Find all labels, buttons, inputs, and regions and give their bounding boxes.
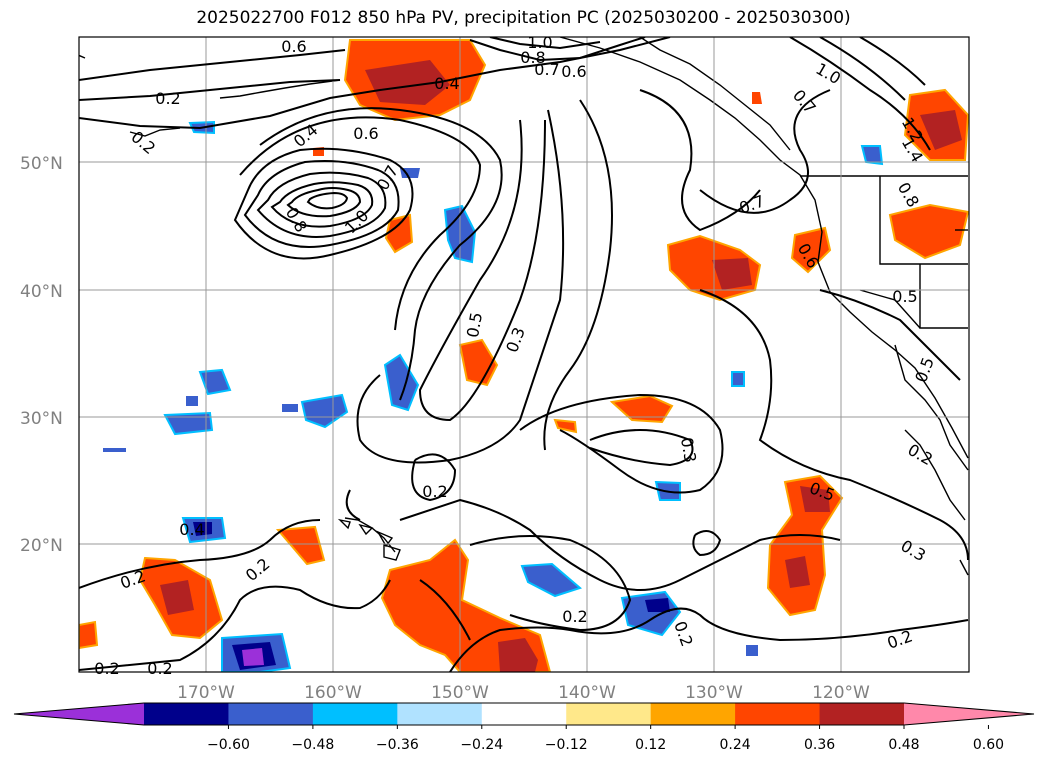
precip-blob <box>498 638 538 672</box>
colorbar-segment <box>735 703 821 725</box>
colorbar-segment <box>819 703 905 725</box>
precip-blob <box>103 448 126 452</box>
precip-blob <box>645 598 670 612</box>
contour-label: 0.2 <box>562 607 587 626</box>
precip-blob <box>920 110 962 150</box>
contour-label: 0.2 <box>422 482 447 501</box>
lon-axis-labels: 170°W 160°W 150°W 140°W 130°W 120°W <box>177 683 870 703</box>
contour-label: 0.5 <box>892 287 917 306</box>
contour-label: 0.5 <box>463 311 486 339</box>
colorbar-tick-label: −0.48 <box>291 737 334 753</box>
precip-blob <box>242 648 264 666</box>
contour-label: 0.8 <box>520 48 545 67</box>
colorbar-segment <box>312 703 398 725</box>
lat-label: 30°N <box>20 409 63 429</box>
lon-label: 160°W <box>304 683 362 703</box>
precip-blob <box>553 418 578 434</box>
precip-blob <box>79 620 99 650</box>
precip-blob <box>800 486 830 512</box>
colorbar-tick-label: −0.36 <box>376 737 419 753</box>
contour-label: 0.2 <box>155 89 180 108</box>
precip-blob <box>785 556 810 588</box>
lon-label: 170°W <box>177 683 235 703</box>
precip-blob <box>282 404 298 412</box>
precip-blob <box>712 258 752 290</box>
precip-blob <box>163 411 214 436</box>
colorbar-segment <box>144 703 229 725</box>
colorbar-tick-label: 0.60 <box>973 737 1004 753</box>
precip-blob <box>520 562 583 598</box>
contour-label: 0.6 <box>353 124 378 143</box>
lat-label: 40°N <box>20 282 63 302</box>
colorbar-tick-label: 0.24 <box>720 737 751 753</box>
lat-axis-labels: 50°N 40°N 30°N 20°N <box>20 154 63 556</box>
lon-label: 120°W <box>812 683 870 703</box>
precip-blob <box>752 92 762 104</box>
colorbar-tick-label: 0.12 <box>635 737 666 753</box>
precip-blob <box>380 538 552 672</box>
precip-blob <box>160 580 194 615</box>
contour-label: 1.0 <box>527 33 552 52</box>
colorbar-segment <box>481 703 567 725</box>
contour-label: 0.2 <box>94 659 119 678</box>
lon-label: 140°W <box>558 683 616 703</box>
precip-blob <box>731 371 745 387</box>
lat-label: 20°N <box>20 536 63 556</box>
hawaii-islands <box>337 518 401 561</box>
precip-positive-shading <box>79 39 969 672</box>
precip-blob <box>383 353 420 412</box>
colorbar-segment <box>397 703 483 725</box>
lon-label: 130°W <box>685 683 743 703</box>
colorbar-outline <box>13 702 1035 726</box>
precip-blob <box>888 203 969 260</box>
contour-label: 0.2 <box>147 659 172 678</box>
map-border <box>78 36 970 673</box>
colorbar-tick-label: −0.12 <box>545 737 588 753</box>
colorbar-extend-high <box>904 703 1034 725</box>
coastlines <box>79 37 969 576</box>
contour-label: 0.7 <box>534 60 559 79</box>
pv-contours <box>79 37 969 672</box>
precip-blob <box>186 396 198 406</box>
colorbar-segment <box>566 703 652 725</box>
colorbar-segment <box>228 703 314 725</box>
colorbar-extend-low <box>14 703 144 725</box>
contour-label: 0.6 <box>561 62 586 81</box>
precip-blob <box>275 525 326 566</box>
contour-label: 0.4 <box>179 520 204 539</box>
precip-blob <box>458 338 499 387</box>
precip-blob <box>746 645 758 656</box>
contour-label: 0.4 <box>434 74 459 93</box>
precip-blob <box>365 60 450 105</box>
colorbar: −0.60 −0.48 −0.36 −0.24 −0.12 0.12 0.24 0.36 0.4… <box>13 702 1035 753</box>
contour-label: 0.6 <box>281 37 306 56</box>
colorbar-tick-label: 0.48 <box>888 737 919 753</box>
lon-label: 150°W <box>431 683 489 703</box>
colorbar-tick-label: 0.36 <box>804 737 835 753</box>
colorbar-segment <box>650 703 736 725</box>
precip-blob <box>193 522 212 536</box>
colorbar-tick-label: −0.24 <box>460 737 503 753</box>
colorbar-tick-label: −0.60 <box>207 737 250 753</box>
contour-label: 0.3 <box>677 436 700 464</box>
map-title: 2025022700 F012 850 hPa PV, precipitatio… <box>196 8 851 28</box>
precip-blob <box>198 368 232 396</box>
precip-blob <box>860 145 884 166</box>
lat-label: 50°N <box>20 154 63 174</box>
